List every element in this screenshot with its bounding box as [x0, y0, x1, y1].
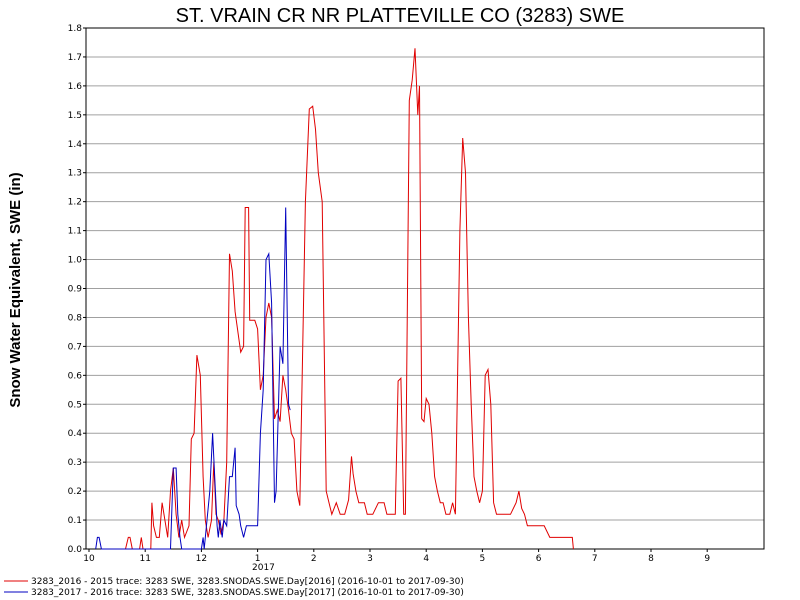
- x-tick-label: 12: [196, 554, 207, 564]
- y-tick-label: 0.9: [68, 285, 83, 295]
- grid-lines: [86, 56, 764, 521]
- y-tick-label: 1.7: [68, 53, 82, 63]
- y-tick-label: 1.8: [68, 24, 83, 34]
- x-tick-label: 10: [83, 554, 95, 564]
- y-tick-label: 0.7: [68, 342, 82, 352]
- x-tick-label: 8: [648, 554, 654, 564]
- x-tick-label: 4: [423, 554, 429, 564]
- legend-label-1: 3283_2016 - 2015 trace: 3283 SWE, 3283.S…: [31, 577, 464, 587]
- x-tick-label: 11: [139, 554, 150, 564]
- y-tick-label: 0.8: [68, 313, 83, 323]
- x-tick-label: 3: [367, 554, 373, 564]
- series-line-2: [95, 207, 291, 550]
- x-tick-label: 9: [704, 554, 710, 564]
- y-tick-label: 1.1: [68, 227, 82, 237]
- x-tick-label: 2: [311, 554, 317, 564]
- y-tick-label: 0.3: [68, 458, 82, 468]
- series-line-1: [125, 48, 574, 550]
- y-tick-label: 1.4: [68, 140, 83, 150]
- x-tick-label: 5: [480, 554, 486, 564]
- y-tick-label: 0.0: [68, 545, 83, 555]
- chart-title: ST. VRAIN CR NR PLATTEVILLE CO (3283) SW…: [176, 5, 625, 27]
- y-tick-label: 1.2: [68, 198, 82, 208]
- y-tick-label: 1.5: [68, 111, 82, 121]
- y-tick-label: 1.0: [68, 256, 83, 266]
- x-axis-ticks: 10 11 12 1 2 3 4 5 6 7 8 9: [83, 549, 710, 564]
- y-tick-label: 0.2: [68, 487, 82, 497]
- y-tick-label: 0.5: [68, 400, 82, 410]
- legend-label-2: 3283_2017 - 2016 trace: 3283 SWE, 3283.S…: [31, 588, 464, 598]
- legend: 3283_2016 - 2015 trace: 3283 SWE, 3283.S…: [4, 577, 464, 598]
- year-label: 2017: [252, 563, 275, 573]
- x-tick-label: 7: [592, 554, 598, 564]
- series-layer: [95, 48, 574, 550]
- y-tick-label: 0.6: [68, 371, 83, 381]
- y-tick-label: 0.4: [68, 429, 83, 439]
- y-tick-label: 1.3: [68, 169, 82, 179]
- y-tick-label: 0.1: [68, 516, 82, 526]
- x-tick-label: 6: [536, 554, 542, 564]
- x-tick-label: 1: [255, 554, 261, 564]
- y-axis-ticks: 0.0 0.1 0.2 0.3 0.4 0.5 0.6 0.7 0.8 0.9 1.0 1.1 1.2 1…: [68, 24, 86, 555]
- y-axis-label: Snow Water Equivalent, SWE (in): [7, 172, 24, 407]
- y-tick-label: 1.6: [68, 82, 83, 92]
